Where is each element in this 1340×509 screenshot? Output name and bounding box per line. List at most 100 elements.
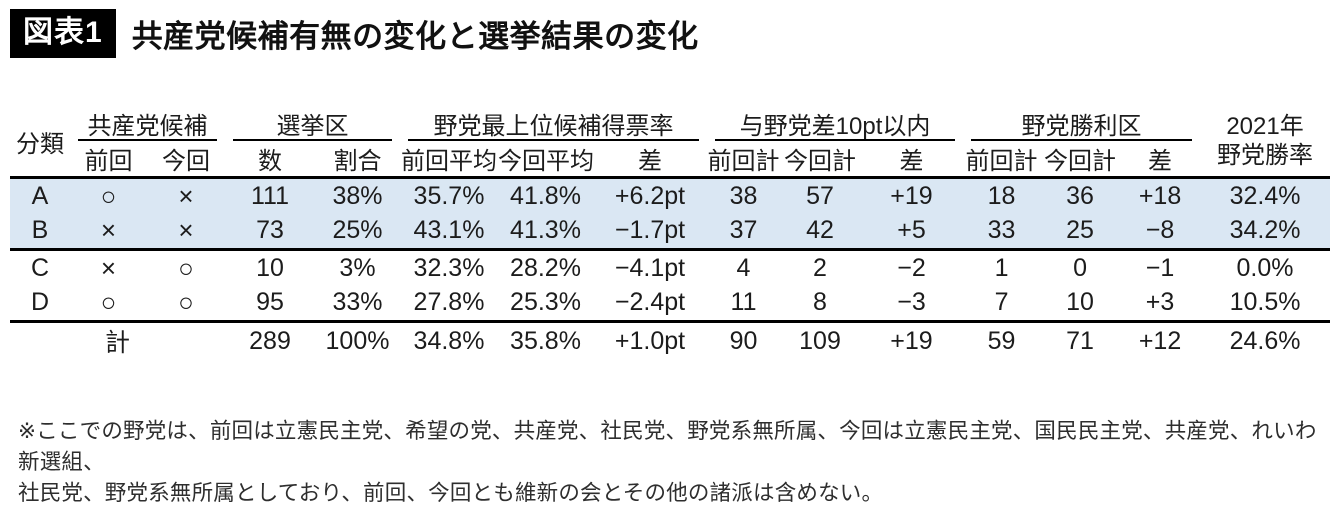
- header-group-opposition-win-districts: 野党勝利区: [963, 102, 1200, 141]
- total-cell: +12: [1138, 326, 1182, 355]
- cell: −1.7pt: [593, 213, 707, 251]
- figure-title: 共産党候補有無の変化と選挙結果の変化: [131, 19, 699, 54]
- header-2021-line2: 野党勝率: [1217, 142, 1314, 169]
- cell: −8: [1120, 213, 1201, 251]
- cell: ×: [100, 252, 117, 283]
- header-group-within-10pt: 与野党差10pt以内: [707, 102, 963, 141]
- total-cell: 100%: [325, 326, 390, 355]
- group-underline: [408, 139, 699, 141]
- cell: 35.7%: [400, 177, 498, 214]
- header-group-top-opposition-vote-rate: 野党最上位候補得票率: [400, 102, 707, 141]
- cell: −2.4pt: [593, 285, 707, 323]
- cell: 32.4%: [1200, 177, 1331, 214]
- cell: 73: [225, 213, 315, 251]
- cell: 11: [707, 285, 780, 323]
- cell: 33%: [315, 285, 400, 323]
- subheader-curr-total-1: 今回計: [780, 141, 860, 179]
- cell: ○: [70, 285, 147, 323]
- cell: 0: [1073, 253, 1087, 282]
- total-cell: 35.8%: [510, 326, 581, 355]
- subheader-diff-1: 差: [593, 141, 707, 179]
- table-row-A: A ○ × 111 38% 35.7% 41.8% +6.2pt 38 57 +19 18 36 +18 3…: [10, 177, 1331, 214]
- total-cell: 24.6%: [1229, 326, 1301, 355]
- table-row-D: D ○ ○ 95 33% 27.8% 25.3% −2.4pt 11 8 −3 7 10 +3 10.5%: [10, 285, 1331, 323]
- group-underline: [715, 139, 956, 141]
- table-row-B: B × × 73 25% 43.1% 41.3% −1.7pt 37 42 +5 33 25 −8 34.2…: [10, 213, 1331, 251]
- header-class: 分類: [10, 102, 70, 179]
- cell: 10: [256, 253, 284, 282]
- cell: 10: [1040, 285, 1121, 323]
- cell: +18: [1120, 177, 1201, 214]
- figure-tag-badge: 図表1: [10, 9, 116, 58]
- header-group-communist-candidate: 共産党候補: [70, 102, 225, 141]
- cell: 27.8%: [400, 285, 498, 323]
- footnote-line2: 社民党、野党系無所属としており、前回、今回とも維新の会とその他の諸派は含めない。: [18, 481, 884, 505]
- header-2021-win-rate: 2021年 野党勝率: [1200, 102, 1331, 179]
- cell: ○: [147, 285, 225, 323]
- total-cell: +1.0pt: [614, 326, 686, 355]
- results-table: 分類 共産党候補 選挙区 野党最上位候補得票率 与野党差10pt以内 野党勝利区…: [10, 102, 1331, 360]
- cell: 25: [1040, 213, 1121, 251]
- row-label: C: [30, 253, 50, 282]
- total-label: 計: [104, 329, 130, 358]
- cell: 111: [225, 177, 315, 214]
- group-underline: [78, 139, 217, 141]
- cell: 34.2%: [1200, 213, 1331, 251]
- cell: 38%: [315, 177, 400, 214]
- cell: 32.3%: [413, 253, 485, 282]
- cell: 95: [225, 285, 315, 323]
- table-row-C: C × ○ 10 3% 32.3% 28.2% −4.1pt 4 2 −2 1 0 −1 0.0%: [10, 250, 1330, 286]
- cell: ○: [70, 177, 147, 214]
- row-label: D: [10, 285, 70, 323]
- cell: 18: [963, 177, 1041, 214]
- total-cell: 109: [799, 326, 841, 355]
- total-cell: 59: [987, 326, 1016, 355]
- cell: ×: [147, 177, 225, 214]
- subheader-diff-3: 差: [1120, 141, 1201, 179]
- cell: −4.1pt: [614, 253, 686, 282]
- subheader-prev-total-2: 前回計: [963, 141, 1041, 179]
- total-cell: 34.8%: [413, 326, 485, 355]
- table-total-row: 計 289 100% 34.8% 35.8% +1.0pt 90 109 +19 59 71 +12 2…: [10, 322, 1330, 360]
- cell: 37: [707, 213, 780, 251]
- cell: +5: [860, 213, 964, 251]
- cell: −2: [897, 253, 926, 282]
- cell: ×: [147, 213, 225, 251]
- cell: +6.2pt: [593, 177, 707, 214]
- cell: 2: [813, 253, 827, 282]
- cell: 25%: [315, 213, 400, 251]
- total-cell: 289: [249, 326, 291, 355]
- subheader-count: 数: [225, 141, 315, 179]
- footnote-line1: ※ここでの野党は、前回は立憲民主党、希望の党、共産党、社民党、野党系無所属、今回…: [18, 419, 1317, 474]
- figure-title-bar: 図表1 共産党候補有無の変化と選挙結果の変化: [10, 9, 699, 58]
- cell: 28.2%: [510, 253, 581, 282]
- cell: 4: [736, 253, 751, 282]
- cell: 42: [780, 213, 860, 251]
- cell: 3%: [339, 253, 376, 282]
- subheader-prev: 前回: [70, 141, 147, 179]
- cell: 10.5%: [1200, 285, 1331, 323]
- cell: −1: [1145, 253, 1175, 282]
- group-underline: [971, 139, 1193, 141]
- cell: 8: [780, 285, 860, 323]
- cell: ○: [178, 252, 194, 283]
- subheader-prev-avg: 前回平均: [400, 141, 498, 179]
- cell: 57: [780, 177, 860, 214]
- cell: 41.3%: [498, 213, 593, 251]
- row-label: A: [10, 177, 70, 214]
- cell: 43.1%: [400, 213, 498, 251]
- footnote: ※ここでの野党は、前回は立憲民主党、希望の党、共産党、社民党、野党系無所属、今回…: [18, 416, 1328, 509]
- header-group-row: 分類 共産党候補 選挙区 野党最上位候補得票率 与野党差10pt以内 野党勝利区…: [10, 102, 1331, 179]
- table-body: A ○ × 111 38% 35.7% 41.8% +6.2pt 38 57 +19 18 36 +18 3…: [10, 177, 1331, 360]
- cell: +3: [1120, 285, 1201, 323]
- header-2021-line1: 2021年: [1226, 113, 1304, 140]
- cell: −3: [860, 285, 964, 323]
- group-underline: [233, 139, 392, 141]
- subheader-diff-2: 差: [860, 141, 964, 179]
- cell: 38: [707, 177, 780, 214]
- total-cell: 71: [1066, 326, 1094, 355]
- header-sub-row: 前回 今回 数 割合 前回平均 今回平均 差 前回計 今回計 差 前回計 今回計…: [10, 141, 1330, 179]
- subheader-prev-total-1: 前回計: [707, 141, 780, 179]
- subheader-curr: 今回: [147, 141, 225, 179]
- cell: 1: [994, 253, 1009, 282]
